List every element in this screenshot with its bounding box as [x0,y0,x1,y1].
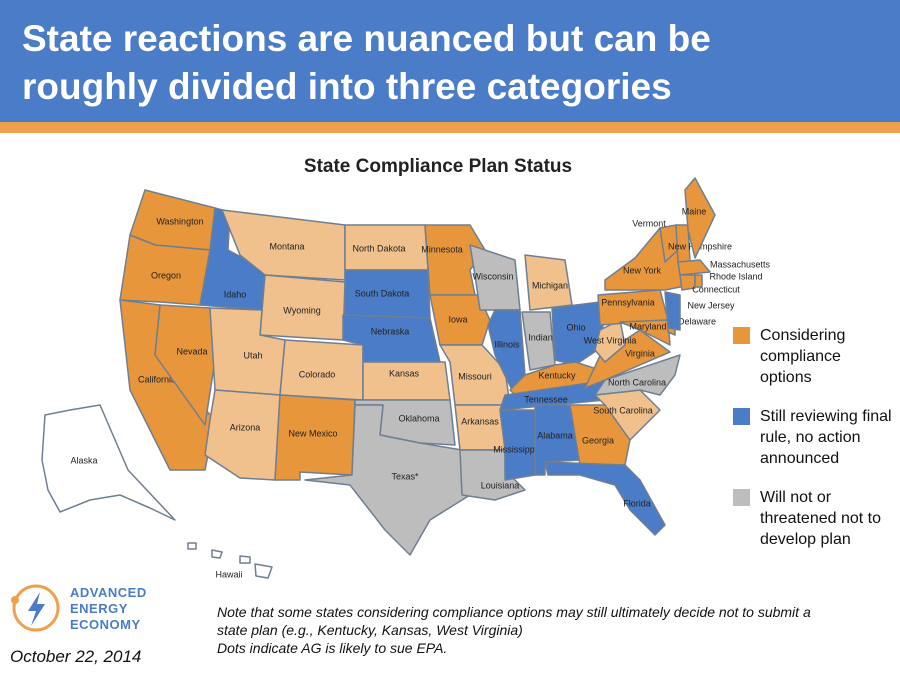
state-shape [677,259,711,276]
legend-label: Considering compliance options [760,327,846,386]
logo-text: ADVANCED [70,585,147,600]
state-label: South Dakota [355,288,410,298]
state-label: Wyoming [283,305,320,315]
state-label: Ohio [566,322,585,332]
logo-text: ECONOMY [70,617,141,632]
state-shape [304,404,471,556]
title-line: State reactions are nuanced but can be [22,18,711,59]
state-shape [619,319,671,346]
state-label: Georgia [582,435,614,445]
state-shape [429,294,491,346]
note-line: state plan (e.g., Kentucky, Kansas, West… [217,622,523,638]
state-label: Massachusetts [710,259,771,269]
date: October 22, 2014 [10,647,142,666]
state-label: Vermont [632,218,666,228]
state-label: Rhode Island [709,271,762,281]
state-shape [684,177,716,259]
state-label: Alabama [537,430,573,440]
state-label: Idaho [224,289,247,299]
stripe [0,122,900,133]
legend-swatch [733,327,750,344]
state-label: Nebraska [371,326,410,336]
state-shape [154,304,216,426]
state-label: Iowa [448,314,467,324]
note-line: Note that some states considering compli… [217,604,811,620]
legend-swatch [733,489,750,506]
state-label: Oklahoma [398,413,439,423]
legend-label: Still reviewing final rule, no action an… [760,408,892,467]
state-label: South Carolina [593,405,653,415]
legend: Considering compliance options Still revi… [733,325,893,568]
state-label: Louisiana [481,480,520,490]
legend-item: Will not or threatened not to develop pl… [733,487,893,550]
state-label: North Carolina [608,377,666,387]
state-label: Kentucky [538,370,576,380]
title-line: roughly divided into three categories [22,66,672,107]
state-shape [551,301,606,366]
header: State reactions are nuanced but can be r… [0,0,900,122]
state-label: Florida [623,498,651,508]
state-label: Oregon [151,270,181,280]
logo-text: ENERGY [70,601,128,616]
state-shape [204,389,281,481]
state-label: Connecticut [692,284,740,294]
state-shape [41,404,176,521]
state-shape [679,274,696,291]
state-label: New York [623,265,662,275]
state-shape [544,461,666,536]
state-label: Hawaii [215,569,242,579]
state-shape [594,354,681,396]
state-shape [694,274,703,288]
state-label: Kansas [389,368,420,378]
map-title: State Compliance Plan Status [304,156,572,177]
state-label: Missouri [458,371,492,381]
state-label: Indiana [528,332,558,342]
state-label: Illinois [494,339,520,349]
legend-swatch [733,408,750,425]
state-label: North Dakota [352,243,405,253]
logo-mark [11,584,60,632]
state-label: Nevada [176,346,207,356]
state-label: Virginia [625,348,655,358]
state-shape [664,291,681,331]
state-label: Wisconsin [472,271,513,281]
state-shape [187,542,273,579]
note-line: Dots indicate AG is likely to sue EPA. [217,640,448,656]
notes: Note that some states considering compli… [217,603,811,657]
state-label: Colorado [299,369,336,379]
state-label: Arizona [230,422,261,432]
state-shape [499,409,536,481]
state-label: New Mexico [288,428,337,438]
state-label: California [138,374,176,384]
state-label: Alaska [70,455,97,465]
state-label: Minnesota [421,244,463,254]
state-label: Pennsylvania [601,297,655,307]
legend-label: Will not or threatened not to develop pl… [760,489,881,548]
state-label: Utah [243,350,262,360]
state-label: New Jersey [687,300,735,310]
legend-item: Considering compliance options [733,325,893,388]
state-label: Washington [156,216,203,226]
state-label: Maine [682,206,707,216]
state-label: Arkansas [461,416,499,426]
state-shape [221,209,346,281]
state-label: Tennessee [524,394,568,404]
legend-item: Still reviewing final rule, no action an… [733,406,893,469]
states: Washington Oregon California Nevada Idaho Mon… [41,177,771,579]
state-label: Michigan [532,280,568,290]
state-label: Maryland [629,321,666,331]
state-label: West Virginia [584,335,637,345]
state-label: Mississippi [493,444,537,454]
state-label: Delaware [678,316,716,326]
state-label: Texas* [391,471,419,481]
logo: ADVANCED ENERGY ECONOMY [70,585,147,633]
state-label: Montana [269,241,304,251]
